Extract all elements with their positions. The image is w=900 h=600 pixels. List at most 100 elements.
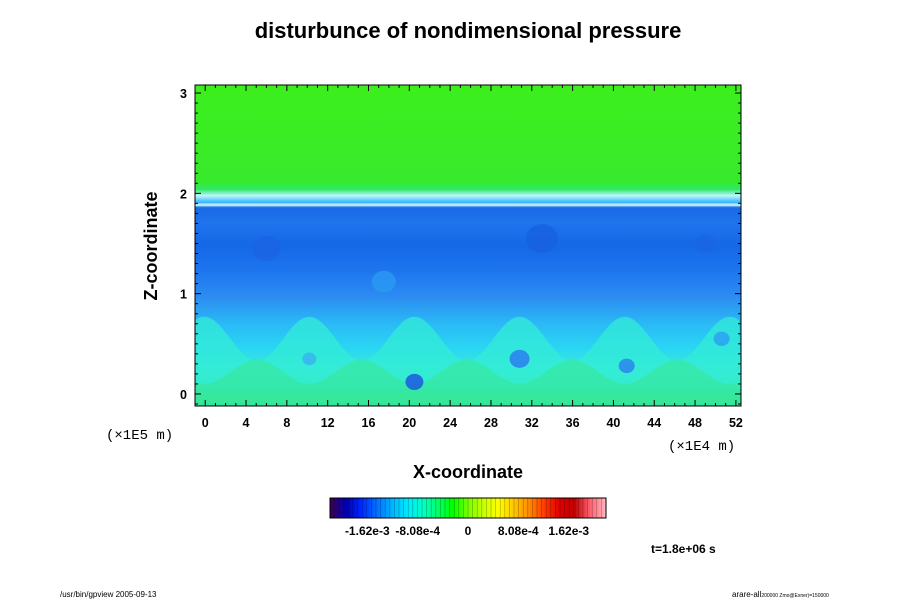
colorbar-cell xyxy=(493,498,497,518)
colorbar-tick-label: 8.08e-4 xyxy=(498,524,539,538)
bottom-green-band xyxy=(195,359,741,406)
field-blob xyxy=(509,349,530,368)
colorbar-cell xyxy=(537,498,540,518)
colorbar-cell xyxy=(357,498,361,518)
colorbar-cell xyxy=(511,498,515,518)
colorbar-cell xyxy=(555,498,559,518)
colorbar-cell xyxy=(578,498,582,518)
colorbar-cell xyxy=(546,498,549,518)
colorbar-cell xyxy=(583,498,586,518)
field-blob xyxy=(695,234,716,253)
colorbar-cell xyxy=(399,498,402,518)
colorbar-cell xyxy=(447,498,451,518)
colorbar-cell xyxy=(488,498,492,518)
colorbar-cell xyxy=(571,498,575,518)
y-tick-label: 0 xyxy=(180,388,187,402)
colorbar-cell xyxy=(334,498,338,518)
x-tick-label: 16 xyxy=(362,416,376,430)
colorbar-cell xyxy=(484,498,487,518)
colorbar-cell xyxy=(564,498,568,518)
colorbar-cell xyxy=(502,498,506,518)
colorbar-cell xyxy=(336,498,340,518)
colorbar-cell xyxy=(491,498,494,518)
x-axis-label: X-coordinate xyxy=(413,462,523,482)
x-scale-label: (×1E4 m) xyxy=(668,439,735,455)
colorbar-cell xyxy=(585,498,589,518)
colorbar-cell xyxy=(403,498,407,518)
colorbar-cell xyxy=(520,498,524,518)
colorbar-cell xyxy=(389,498,393,518)
colorbar-cell xyxy=(530,498,533,518)
x-tick-label: 4 xyxy=(243,416,250,430)
colorbar xyxy=(329,497,607,519)
colorbar-cell xyxy=(387,498,391,518)
colorbar-cell xyxy=(514,498,517,518)
colorbar-cell xyxy=(518,498,522,518)
colorbar-cell xyxy=(539,498,543,518)
field-features xyxy=(195,203,741,406)
colorbar-cell xyxy=(408,498,411,518)
colorbar-cell xyxy=(576,498,579,518)
colorbar-cell xyxy=(442,498,446,518)
colorbar-cell xyxy=(419,498,423,518)
colorbar-cell xyxy=(507,498,510,518)
colorbar-cell xyxy=(330,498,333,518)
colorbar-cell xyxy=(449,498,453,518)
colorbar-cell xyxy=(371,498,375,518)
colorbar-cell xyxy=(410,498,414,518)
colorbar-cell xyxy=(516,498,520,518)
chart-title: disturbunce of nondimensional pressure xyxy=(255,18,682,43)
footer-left: /usr/bin/gpview 2005-09-13 xyxy=(60,590,157,599)
field-blob xyxy=(252,235,281,262)
colorbar-cell xyxy=(465,498,469,518)
colorbar-cell xyxy=(366,498,370,518)
colorbar-tick-label: 0 xyxy=(465,524,472,538)
y-scale-label: (×1E5 m) xyxy=(106,428,173,444)
colorbar-cell xyxy=(405,498,409,518)
colorbar-cell xyxy=(438,498,441,518)
colorbar-cell xyxy=(504,498,508,518)
plot-area xyxy=(195,85,741,406)
wave-band xyxy=(195,316,741,389)
y-tick-label: 3 xyxy=(180,87,187,101)
colorbar-cell xyxy=(569,498,572,518)
colorbar-cell xyxy=(470,498,474,518)
colorbar-cell xyxy=(424,498,428,518)
colorbar-cell xyxy=(362,498,365,518)
colorbar-cell xyxy=(601,498,605,518)
field-blob xyxy=(405,373,424,391)
colorbar-cell xyxy=(376,498,379,518)
colorbar-cell xyxy=(479,498,483,518)
colorbar-cell xyxy=(486,498,490,518)
colorbar-cell xyxy=(380,498,384,518)
x-tick-label: 28 xyxy=(484,416,498,430)
colorbar-cell xyxy=(509,498,513,518)
colorbar-cell xyxy=(548,498,552,518)
colorbar-cell xyxy=(346,498,349,518)
colorbar-cell xyxy=(454,498,457,518)
y-axis: 0 1 2 3 xyxy=(180,87,741,405)
colorbar-cell xyxy=(392,498,395,518)
colorbar-cell xyxy=(382,498,386,518)
x-tick-label: 40 xyxy=(606,416,620,430)
footer-right-main: arare-all xyxy=(732,590,762,599)
footer-right: arare-all200000 Zmo@Exner)=150000 xyxy=(732,590,829,599)
colorbar-cell xyxy=(596,498,600,518)
colorbar-cell xyxy=(440,498,444,518)
field-blob xyxy=(525,224,558,253)
colorbar-cell xyxy=(573,498,577,518)
x-tick-label: 48 xyxy=(688,416,702,430)
colorbar-cell xyxy=(474,498,478,518)
x-tick-label: 12 xyxy=(321,416,335,430)
colorbar-cell xyxy=(472,498,476,518)
colorbar-frame xyxy=(329,497,607,519)
x-tick-label: 36 xyxy=(566,416,580,430)
colorbar-cell xyxy=(594,498,598,518)
colorbar-cell xyxy=(560,498,563,518)
x-tick-label: 52 xyxy=(729,416,743,430)
x-tick-label: 44 xyxy=(647,416,661,430)
x-tick-label: 0 xyxy=(202,416,209,430)
x-tick-label: 24 xyxy=(443,416,457,430)
colorbar-cell xyxy=(451,498,455,518)
